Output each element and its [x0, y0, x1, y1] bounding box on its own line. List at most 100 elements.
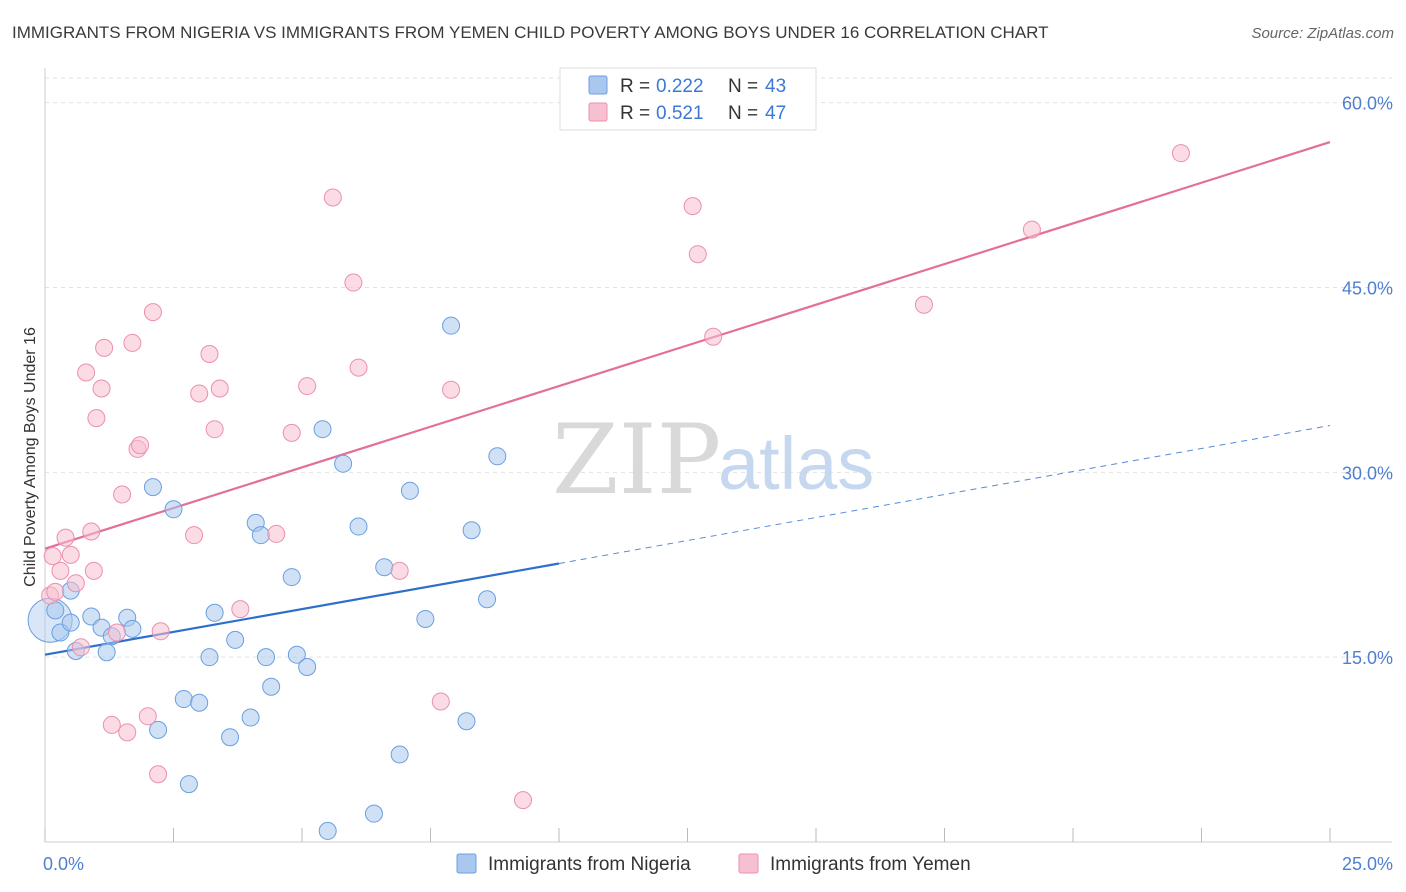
data-point-yemen	[200, 345, 219, 364]
data-point-yemen	[231, 600, 250, 619]
y-tick-label: 45.0%	[1342, 278, 1393, 298]
data-point-yemen	[704, 327, 723, 346]
data-point-nigeria	[313, 420, 332, 439]
data-point-yemen	[205, 420, 224, 439]
chart-source: Source: ZipAtlas.com	[1251, 25, 1394, 42]
data-point-nigeria	[190, 693, 209, 712]
data-point-nigeria	[179, 775, 198, 794]
data-point-nigeria	[478, 590, 497, 609]
legend-swatch-yemen	[588, 102, 608, 122]
x-tick-label: 0.0%	[43, 854, 84, 874]
data-point-yemen	[113, 485, 132, 504]
data-point-yemen	[66, 574, 85, 593]
series-legend: Immigrants from Nigeria Immigrants from …	[456, 853, 971, 875]
data-point-nigeria	[174, 690, 193, 709]
data-point-yemen	[1171, 144, 1190, 163]
data-point-yemen	[151, 622, 170, 641]
data-point-nigeria	[416, 609, 435, 628]
data-point-nigeria	[123, 619, 142, 638]
data-point-nigeria	[200, 648, 219, 667]
data-point-nigeria	[298, 658, 317, 677]
data-point-yemen	[107, 623, 126, 642]
data-point-nigeria	[61, 613, 80, 632]
legend-r-value-nigeria: 0.222	[656, 76, 704, 97]
data-point-yemen	[131, 436, 150, 455]
data-point-yemen	[267, 524, 286, 543]
watermark-zip: ZIP	[552, 404, 721, 516]
grid	[45, 77, 1392, 658]
trend-line-nigeria-extension	[558, 425, 1331, 565]
tick-labels: 15.0% 30.0% 45.0% 60.0% 0.0% 25.0%	[43, 94, 1393, 874]
watermark: ZIP atlas	[552, 404, 874, 516]
data-point-yemen	[431, 692, 450, 711]
data-point-yemen	[82, 522, 101, 541]
data-point-yemen	[61, 545, 80, 564]
series-legend-swatch-yemen	[738, 853, 759, 874]
series-legend-swatch-nigeria	[456, 853, 477, 874]
data-point-nigeria	[143, 478, 162, 497]
legend-r-label-yemen: R =	[620, 103, 650, 124]
data-points	[27, 144, 1190, 840]
series-legend-label-yemen: Immigrants from Yemen	[770, 854, 971, 875]
data-point-yemen	[1022, 220, 1041, 239]
data-point-yemen	[84, 561, 103, 580]
data-point-yemen	[514, 791, 533, 810]
y-axis-label: Child Poverty Among Boys Under 16	[22, 327, 39, 587]
data-point-nigeria	[282, 568, 301, 587]
data-point-yemen	[87, 409, 106, 428]
legend-swatch-nigeria	[588, 75, 608, 95]
data-point-yemen	[282, 423, 301, 442]
data-point-yemen	[102, 715, 121, 734]
series-legend-label-nigeria: Immigrants from Nigeria	[488, 854, 691, 875]
data-point-yemen	[51, 561, 70, 580]
data-point-yemen	[914, 295, 933, 314]
data-point-yemen	[92, 379, 111, 398]
data-point-nigeria	[97, 643, 116, 662]
stats-legend: R = 0.222 N = 43 R = 0.521 N = 47	[559, 67, 817, 131]
y-tick-label: 60.0%	[1342, 94, 1393, 114]
data-point-nigeria	[334, 454, 353, 473]
data-point-nigeria	[349, 517, 368, 536]
data-point-nigeria	[400, 481, 419, 500]
data-point-yemen	[442, 380, 461, 399]
data-point-nigeria	[375, 558, 394, 577]
data-point-yemen	[390, 561, 409, 580]
data-point-nigeria	[462, 521, 481, 540]
data-point-nigeria	[442, 316, 461, 335]
data-point-yemen	[149, 765, 168, 784]
data-point-yemen	[77, 363, 96, 382]
x-tick-label: 25.0%	[1342, 854, 1393, 874]
data-point-nigeria	[164, 500, 183, 519]
y-tick-label: 30.0%	[1342, 463, 1393, 483]
data-point-yemen	[71, 638, 90, 657]
legend-n-value-nigeria: 43	[765, 76, 786, 97]
data-point-nigeria	[457, 712, 476, 731]
data-point-nigeria	[149, 720, 168, 739]
axes	[44, 68, 1392, 843]
watermark-atlas: atlas	[718, 422, 874, 505]
data-point-nigeria	[287, 645, 306, 664]
legend-n-label-yemen: N =	[728, 103, 758, 124]
data-point-yemen	[138, 707, 157, 726]
data-point-nigeria	[251, 526, 270, 545]
chart-title: IMMIGRANTS FROM NIGERIA VS IMMIGRANTS FR…	[12, 23, 1049, 42]
data-point-nigeria	[226, 630, 245, 649]
data-point-yemen	[210, 379, 229, 398]
legend-n-value-yemen: 47	[765, 103, 786, 124]
data-point-yemen	[56, 528, 75, 547]
data-point-nigeria	[82, 607, 101, 626]
data-point-yemen	[683, 197, 702, 216]
data-point-yemen	[344, 273, 363, 292]
data-point-yemen	[190, 384, 209, 403]
legend-r-label-nigeria: R =	[620, 76, 650, 97]
data-point-yemen	[143, 303, 162, 322]
data-point-yemen	[298, 377, 317, 396]
data-point-nigeria	[262, 677, 281, 696]
legend-r-value-yemen: 0.521	[656, 103, 704, 124]
trend-lines	[44, 141, 1331, 656]
data-point-yemen	[688, 245, 707, 264]
data-point-yemen	[118, 723, 137, 742]
data-point-yemen	[323, 188, 342, 207]
data-point-yemen	[43, 547, 62, 566]
